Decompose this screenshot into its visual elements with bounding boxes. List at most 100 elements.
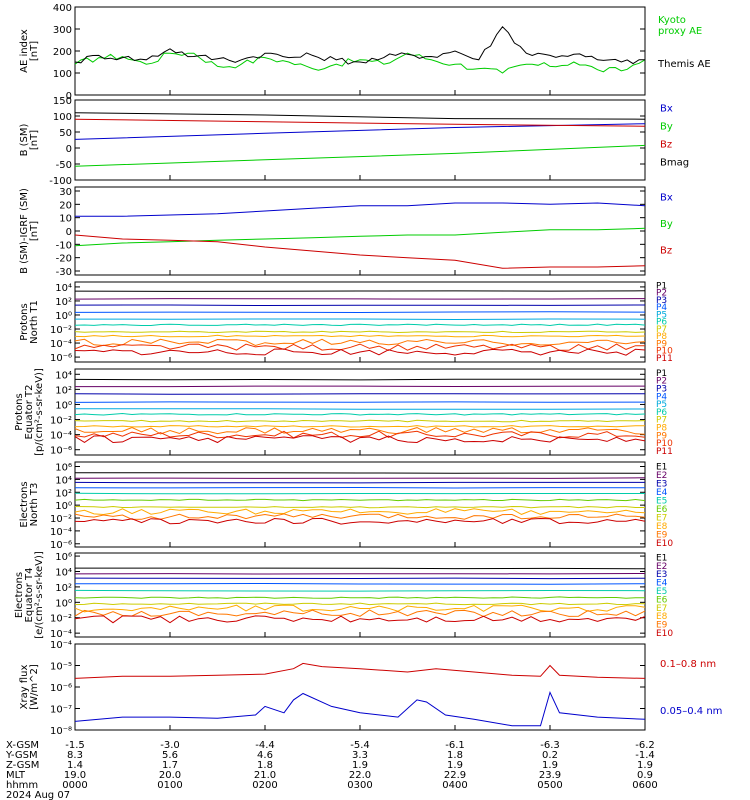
- y-tick-label: -20: [56, 254, 72, 265]
- y-tick-label: 10⁻⁴: [50, 527, 72, 538]
- y-tick-label: 10⁻⁵: [50, 662, 72, 673]
- x-tick-label: -1.4: [635, 750, 655, 761]
- channel-line: [74, 290, 646, 292]
- y-tick-label: 10⁻²: [50, 514, 72, 525]
- legend-entry: E10: [656, 539, 673, 549]
- channel-line: [74, 323, 646, 327]
- y-axis-label: [nT]: [29, 221, 40, 241]
- legend-entry: Bz: [660, 246, 672, 257]
- legend-entry: E9: [656, 621, 668, 631]
- x-tick-label: -1.5: [65, 740, 85, 751]
- legend-entry: E6: [656, 595, 668, 605]
- legend-entry: E2: [656, 471, 667, 481]
- channel-line: [74, 425, 646, 428]
- x-tick-label: -6.2: [635, 740, 655, 751]
- x-tick-label: -4.4: [255, 740, 275, 751]
- channel-line: [74, 508, 646, 516]
- legend-entry: P2: [656, 289, 667, 299]
- x-tick-label: 1.9: [542, 760, 558, 771]
- legend-entry: P11: [656, 447, 673, 457]
- legend-entry: E4: [656, 488, 668, 498]
- channel-line: [74, 401, 646, 403]
- series-line: [74, 26, 646, 65]
- legend-entry: 0.1–0.8 nm: [660, 659, 716, 670]
- y-axis-label: [nT]: [29, 130, 40, 150]
- legend-entry: P11: [656, 354, 673, 364]
- legend-entry: P10: [656, 347, 673, 357]
- panel-frame: [74, 186, 646, 276]
- y-axis-label: Equator T4: [24, 568, 35, 623]
- legend-entry: P5: [656, 400, 667, 410]
- legend-entry: P3: [656, 296, 667, 306]
- legend-entry: P8: [656, 332, 667, 342]
- panel-et3: [74, 461, 646, 548]
- x-tick-label: 1.4: [67, 760, 83, 771]
- y-tick-label: -10: [56, 240, 72, 251]
- y-axis-label: Protons: [19, 303, 30, 340]
- x-row-label: MLT: [6, 770, 26, 781]
- channel-line: [74, 419, 646, 423]
- legend-entry: E7: [656, 514, 667, 524]
- y-tick-label: 10⁻⁴: [50, 629, 72, 640]
- panel-pt1: [74, 281, 646, 363]
- y-tick-label: 0: [66, 227, 72, 238]
- panel-et4: [74, 552, 646, 638]
- channel-line: [74, 602, 646, 606]
- y-axis-label: North T3: [29, 483, 40, 527]
- y-tick-label: 10⁻²: [50, 325, 72, 336]
- channel-line: [75, 567, 646, 570]
- x-tick-label: 0200: [252, 780, 277, 791]
- y-axis-label: Equator T2: [24, 385, 35, 440]
- y-tick-label: 10⁻⁶: [50, 540, 72, 551]
- legend-entry: P8: [656, 424, 667, 434]
- series-line: [74, 112, 646, 120]
- legend-entry: Bz: [660, 140, 672, 151]
- channel-line: [74, 330, 646, 334]
- x-tick-label: 5.6: [162, 750, 178, 761]
- y-axis-label: Protons: [14, 393, 25, 430]
- y-tick-label: 10⁰: [55, 311, 72, 322]
- legend-entry: E10: [656, 629, 673, 639]
- y-tick-label: 0: [66, 91, 72, 102]
- channel-line: [74, 430, 646, 439]
- x-tick-label: 1.9: [447, 760, 463, 771]
- legend-entry: P10: [656, 439, 673, 449]
- legend-entry: P4: [656, 392, 667, 402]
- y-tick-label: 10⁴: [55, 370, 72, 381]
- x-tick-label: 1.7: [162, 760, 178, 771]
- y-tick-label: 10⁻⁶: [50, 683, 72, 694]
- series-line: [75, 202, 646, 217]
- legend-entry: P9: [656, 339, 667, 349]
- x-tick-label: 23.9: [539, 770, 561, 781]
- legend-entry: P5: [656, 310, 667, 320]
- y-tick-label: 50: [59, 128, 72, 139]
- legend-entry: P7: [656, 416, 667, 426]
- legend-entry: P3: [656, 384, 667, 394]
- legend-entry: Themis AE: [657, 59, 711, 70]
- channel-line: [74, 318, 646, 321]
- y-tick-label: 150: [53, 96, 72, 107]
- x-tick-label: 22.0: [349, 770, 371, 781]
- legend-entry: 0.05–0.4 nm: [660, 706, 722, 717]
- legend-entry: P7: [656, 325, 667, 335]
- channel-line: [74, 311, 646, 314]
- channel-line: [74, 573, 646, 575]
- y-tick-label: 100: [53, 69, 72, 80]
- series-line: [74, 227, 646, 247]
- channel-line: [74, 615, 646, 624]
- legend-entry: E5: [656, 587, 667, 597]
- x-tick-label: 3.3: [352, 750, 368, 761]
- y-tick-label: -30: [56, 267, 72, 278]
- legend-entry: E3: [656, 570, 667, 580]
- x-tick-label: 4.6: [257, 750, 273, 761]
- y-axis-label: Xray flux: [19, 665, 30, 710]
- y-tick-label: 10²: [55, 583, 72, 594]
- x-tick-label: 20.0: [159, 770, 181, 781]
- y-axis-label: Electrons: [14, 572, 25, 618]
- channel-line: [74, 408, 646, 410]
- y-axis-label: [p/(cm²-s-sr-keV)]: [34, 368, 45, 456]
- legend-entry: P4: [656, 303, 667, 313]
- y-tick-label: 0: [66, 144, 72, 155]
- x-tick-label: 22.9: [444, 770, 466, 781]
